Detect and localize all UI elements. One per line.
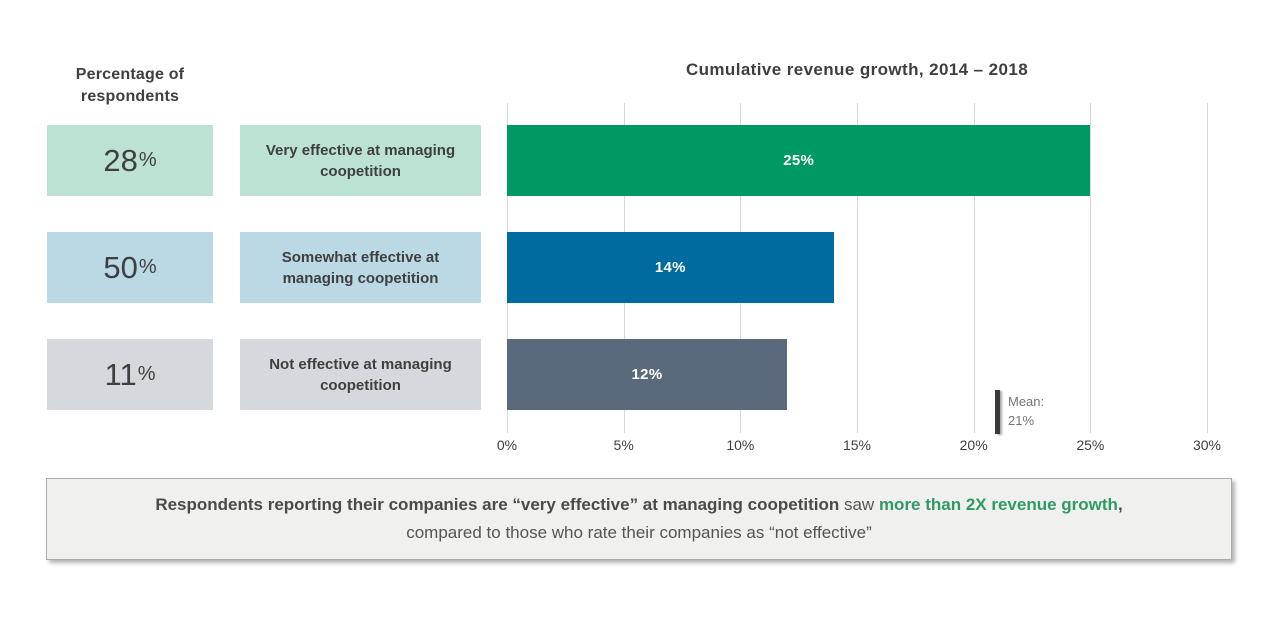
bar-value-label: 14% [654,259,686,276]
pct-box-somewhat-effective: 50% [47,232,213,303]
category-label-not-effective: Not effective at managing coopetition [240,339,481,410]
mean-label: Mean: 21% [1008,392,1044,430]
callout-line1: Respondents reporting their companies ar… [47,491,1231,519]
category-label-text: Not effective at managing coopetition [269,355,452,394]
x-axis-tick-20: 20% [959,437,988,453]
category-label-text: Very effective at managing coopetition [265,141,456,180]
pct-value: 28 [103,142,138,178]
mean-label-line2: 21% [1008,413,1035,428]
respondents-header-line2: respondents [80,88,180,105]
bar-value-label: 12% [631,366,663,383]
bar-value-label: 25% [783,152,815,169]
respondents-header-line1: Percentage of [75,66,185,83]
pct-value: 50 [103,249,138,285]
x-axis-tick-15: 15% [842,437,872,453]
callout-line2: compared to those who rate their compani… [406,523,872,542]
mean-label-line1: Mean: [1008,394,1045,409]
pct-box-not-effective: 11% [47,339,213,410]
x-axis-tick-10: 10% [726,437,755,453]
pct-unit: % [138,149,157,171]
callout-green-text: more than 2X revenue growth [878,495,1118,514]
pct-unit: % [138,256,157,278]
category-label-text: Somewhat effective at managing coopetiti… [281,248,440,287]
pct-box-very-effective: 28% [47,125,213,196]
insight-callout-box: Respondents reporting their companies ar… [46,478,1232,560]
bar-very-effective: 25% [507,125,1091,196]
gridline-15pct [857,103,858,433]
bar-somewhat-effective: 14% [507,232,834,303]
callout-bold-text: Respondents reporting their companies ar… [155,495,840,514]
bar-plot-area: 25% 14% 12% Mean: 21% [507,103,1208,434]
x-axis-tick-25: 25% [1076,437,1105,453]
bar-not-effective: 12% [507,339,787,410]
mean-marker: Mean: 21% [995,390,1044,434]
pct-value: 11 [104,356,137,392]
category-label-somewhat-effective: Somewhat effective at managing coopetiti… [240,232,481,303]
gridline-25pct [1090,103,1092,433]
respondents-column-header: Percentage of respondents [47,64,213,108]
gridline-20pct [973,103,975,433]
pct-unit: % [137,363,156,385]
x-axis-tick-5: 5% [613,437,634,453]
x-axis: 0% 5% 10% 15% 20% 25% 30% [497,437,1221,457]
callout-regular-text: saw [839,495,879,514]
x-axis-tick-30: 30% [1192,437,1222,453]
gridline-30pct [1207,103,1208,433]
category-label-very-effective: Very effective at managing coopetition [240,125,481,196]
callout-trailing-comma: , [1117,495,1123,514]
chart-title: Cumulative revenue growth, 2014 – 2018 [685,60,1029,79]
x-axis-tick-0: 0% [496,437,518,453]
